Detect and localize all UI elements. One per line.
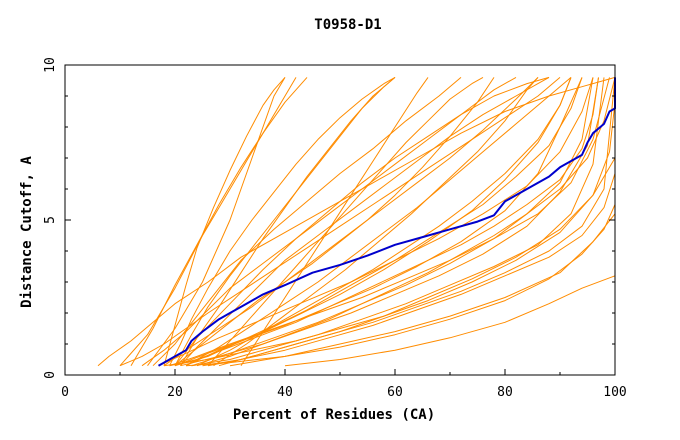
x-tick-label-0: 0 [61,385,69,400]
x-axis-ticks [64,369,616,375]
x-axis-tick-labels: 0 20 40 60 80 100 [61,385,627,400]
x-tick-label-40: 40 [277,385,293,400]
series-line-13 [158,77,594,367]
series-line-23 [174,77,572,367]
series-line-32 [207,76,484,367]
series-line-28 [180,76,550,367]
y-axis-label: Distance Cutoff, A [19,156,35,308]
highlight-layer [158,77,616,367]
series-line-14 [196,77,583,367]
y-tick-label-5: 5 [43,216,58,224]
series-line-25 [218,157,616,367]
series-line-2 [147,77,286,366]
y-tick-label-10: 10 [43,57,58,73]
y-tick-label-0: 0 [43,371,58,379]
series-line-31 [119,77,561,367]
x-tick-label-100: 100 [603,385,626,400]
series-line-26 [152,77,462,367]
x-tick-label-60: 60 [387,385,403,400]
chart-title: T0958-D1 [314,17,381,33]
series-line-8 [174,77,583,367]
y-axis-tick-labels: 0 5 10 [43,57,58,379]
series-line-19 [130,77,308,366]
series-line-34 [185,204,616,367]
series-line-20 [163,77,286,366]
series-line-10 [191,77,605,367]
series-line-36 [213,77,539,367]
series-line-6 [163,77,539,367]
series-line-11 [202,77,616,367]
series-line-21 [174,76,550,367]
series-line-33 [240,77,429,366]
series-layer [97,76,616,367]
series-line-35 [163,102,616,367]
series-line-3 [119,77,297,367]
series-line-37 [174,77,396,366]
x-tick-label-20: 20 [167,385,183,400]
series-line-24 [191,77,594,367]
series-line-9 [180,77,599,367]
x-tick-label-80: 80 [497,385,513,400]
series-line-18 [97,76,616,367]
series-line-17 [284,275,616,367]
series-line-30 [196,77,616,367]
series-line-27 [141,76,517,367]
x-axis-label: Percent of Residues (CA) [233,407,435,423]
highlight-series-line [158,77,616,367]
series-line-1 [169,76,396,366]
y-axis-ticks [65,64,615,376]
series-line-29 [169,77,599,367]
series-line-7 [185,77,572,367]
series-line-22 [185,77,572,367]
series-line-16 [229,213,616,367]
series-line-12 [169,77,610,367]
